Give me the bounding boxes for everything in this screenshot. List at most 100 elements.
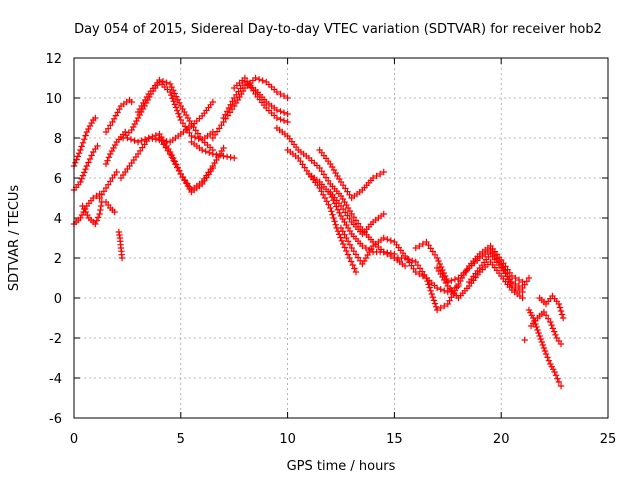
- data-point: [79, 139, 87, 146]
- data-point: [550, 328, 558, 335]
- data-point: [330, 214, 337, 222]
- data-point: [515, 282, 523, 290]
- data-point: [441, 302, 448, 310]
- data-point: [337, 234, 344, 241]
- data-point: [84, 211, 91, 219]
- data-point: [538, 338, 545, 346]
- data-point: [519, 294, 526, 302]
- data-point: [206, 149, 213, 156]
- data-point: [405, 256, 412, 263]
- data-point: [88, 152, 95, 159]
- data-point: [111, 141, 119, 149]
- x-tick-label: 5: [177, 432, 185, 447]
- data-point: [351, 265, 358, 272]
- data-point: [437, 304, 444, 312]
- data-point: [449, 290, 457, 298]
- data-point: [557, 382, 565, 390]
- data-point: [329, 211, 336, 218]
- data-point: [220, 114, 227, 122]
- data-series: [134, 76, 217, 154]
- data-point: [74, 153, 82, 160]
- data-point: [347, 258, 355, 265]
- data-series: [465, 250, 533, 292]
- data-point: [557, 307, 565, 315]
- data-point: [544, 354, 551, 361]
- data-point: [86, 122, 94, 130]
- data-series: [305, 170, 360, 276]
- data-point: [104, 181, 112, 188]
- data-point: [331, 218, 338, 225]
- data-point: [551, 368, 558, 376]
- y-axis-label: SDTVAR / TECUs: [7, 185, 22, 292]
- data-point: [79, 172, 87, 179]
- data-point: [380, 234, 387, 242]
- data-point: [83, 128, 91, 136]
- data-point: [343, 247, 350, 255]
- data-point: [78, 143, 85, 150]
- data-point: [220, 144, 227, 152]
- data-point: [423, 274, 430, 282]
- data-point: [88, 119, 95, 127]
- data-point: [539, 341, 547, 349]
- data-point: [75, 150, 83, 157]
- data-point: [172, 160, 179, 168]
- data-series: [525, 306, 565, 390]
- data-series: [70, 142, 101, 194]
- data-point: [536, 332, 543, 340]
- data-point: [555, 378, 563, 386]
- data-point: [512, 274, 519, 282]
- data-point: [133, 117, 140, 125]
- data-point: [548, 322, 555, 329]
- data-point: [284, 118, 291, 126]
- data-point: [535, 329, 542, 337]
- data-point: [512, 280, 519, 288]
- data-point: [339, 228, 346, 235]
- data-point: [284, 110, 291, 118]
- data-point: [176, 99, 183, 107]
- data-series: [231, 74, 291, 126]
- data-point: [343, 234, 350, 242]
- data-point: [376, 170, 384, 178]
- data-point: [82, 166, 89, 173]
- data-point: [432, 303, 440, 310]
- data-point: [409, 257, 416, 264]
- data-point: [107, 150, 114, 158]
- axis-ticks: 0 5 10 15 20 25 -6 -4 -2 0 2 4 6 8 10 12: [45, 52, 616, 447]
- data-point: [323, 198, 330, 205]
- data-point: [209, 98, 217, 106]
- data-point: [134, 114, 142, 122]
- data-point: [429, 294, 437, 301]
- data-point: [552, 372, 560, 379]
- data-point: [327, 204, 334, 212]
- data-point: [229, 98, 236, 105]
- data-point: [277, 90, 284, 98]
- data-point: [533, 323, 540, 331]
- data-point: [339, 240, 347, 248]
- data-point: [166, 80, 174, 88]
- data-point: [94, 142, 101, 150]
- data-point: [118, 254, 126, 262]
- data-point: [439, 266, 446, 274]
- data-point: [369, 174, 377, 182]
- data-point: [437, 263, 445, 271]
- data-point: [168, 154, 176, 161]
- data-point: [92, 220, 99, 228]
- data-point: [419, 272, 427, 280]
- data-point: [124, 134, 131, 142]
- data-point: [545, 357, 553, 364]
- data-point: [96, 194, 103, 202]
- data-point: [280, 117, 288, 124]
- data-point: [159, 78, 167, 85]
- data-point: [156, 76, 163, 84]
- y-tick-label: -2: [49, 332, 62, 347]
- data-point: [425, 281, 432, 288]
- data-point: [273, 106, 281, 114]
- data-point: [523, 278, 531, 285]
- data-series: [209, 74, 291, 142]
- data-point: [231, 154, 238, 162]
- data-point: [168, 91, 175, 99]
- data-point: [344, 238, 352, 245]
- data-point: [373, 172, 380, 180]
- data-point: [320, 191, 327, 198]
- data-point: [435, 257, 442, 265]
